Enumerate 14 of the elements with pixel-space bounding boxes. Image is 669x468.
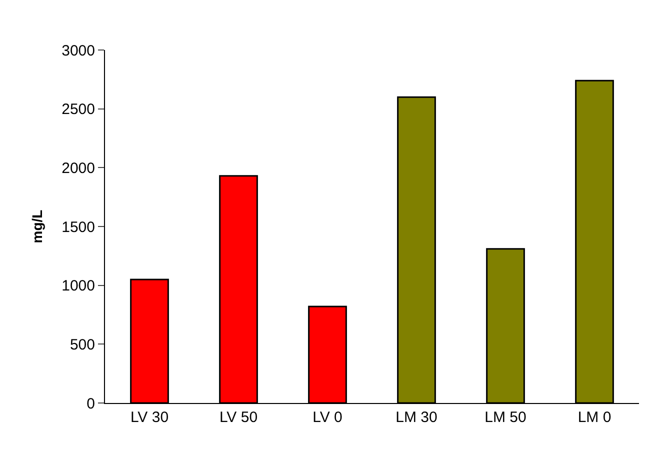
- x-tick-label: LM 30: [396, 409, 438, 426]
- y-tick-label: 1000: [62, 278, 95, 295]
- y-axis-title: mg/L: [29, 209, 46, 244]
- y-tick-label: 2000: [62, 160, 95, 177]
- y-tick-label: 2500: [62, 101, 95, 118]
- x-tick-label: LV 0: [312, 409, 342, 426]
- y-tick-label: 1500: [62, 218, 95, 236]
- x-tick-label: LV 30: [130, 409, 169, 426]
- x-tick-label: LM 0: [578, 409, 612, 426]
- y-tick-label: 0: [86, 395, 95, 412]
- x-tick-label: LV 50: [219, 409, 258, 426]
- y-tick-label: 500: [70, 336, 95, 354]
- x-tick-label: LM 50: [484, 409, 526, 426]
- y-tick-label: 3000: [62, 42, 95, 60]
